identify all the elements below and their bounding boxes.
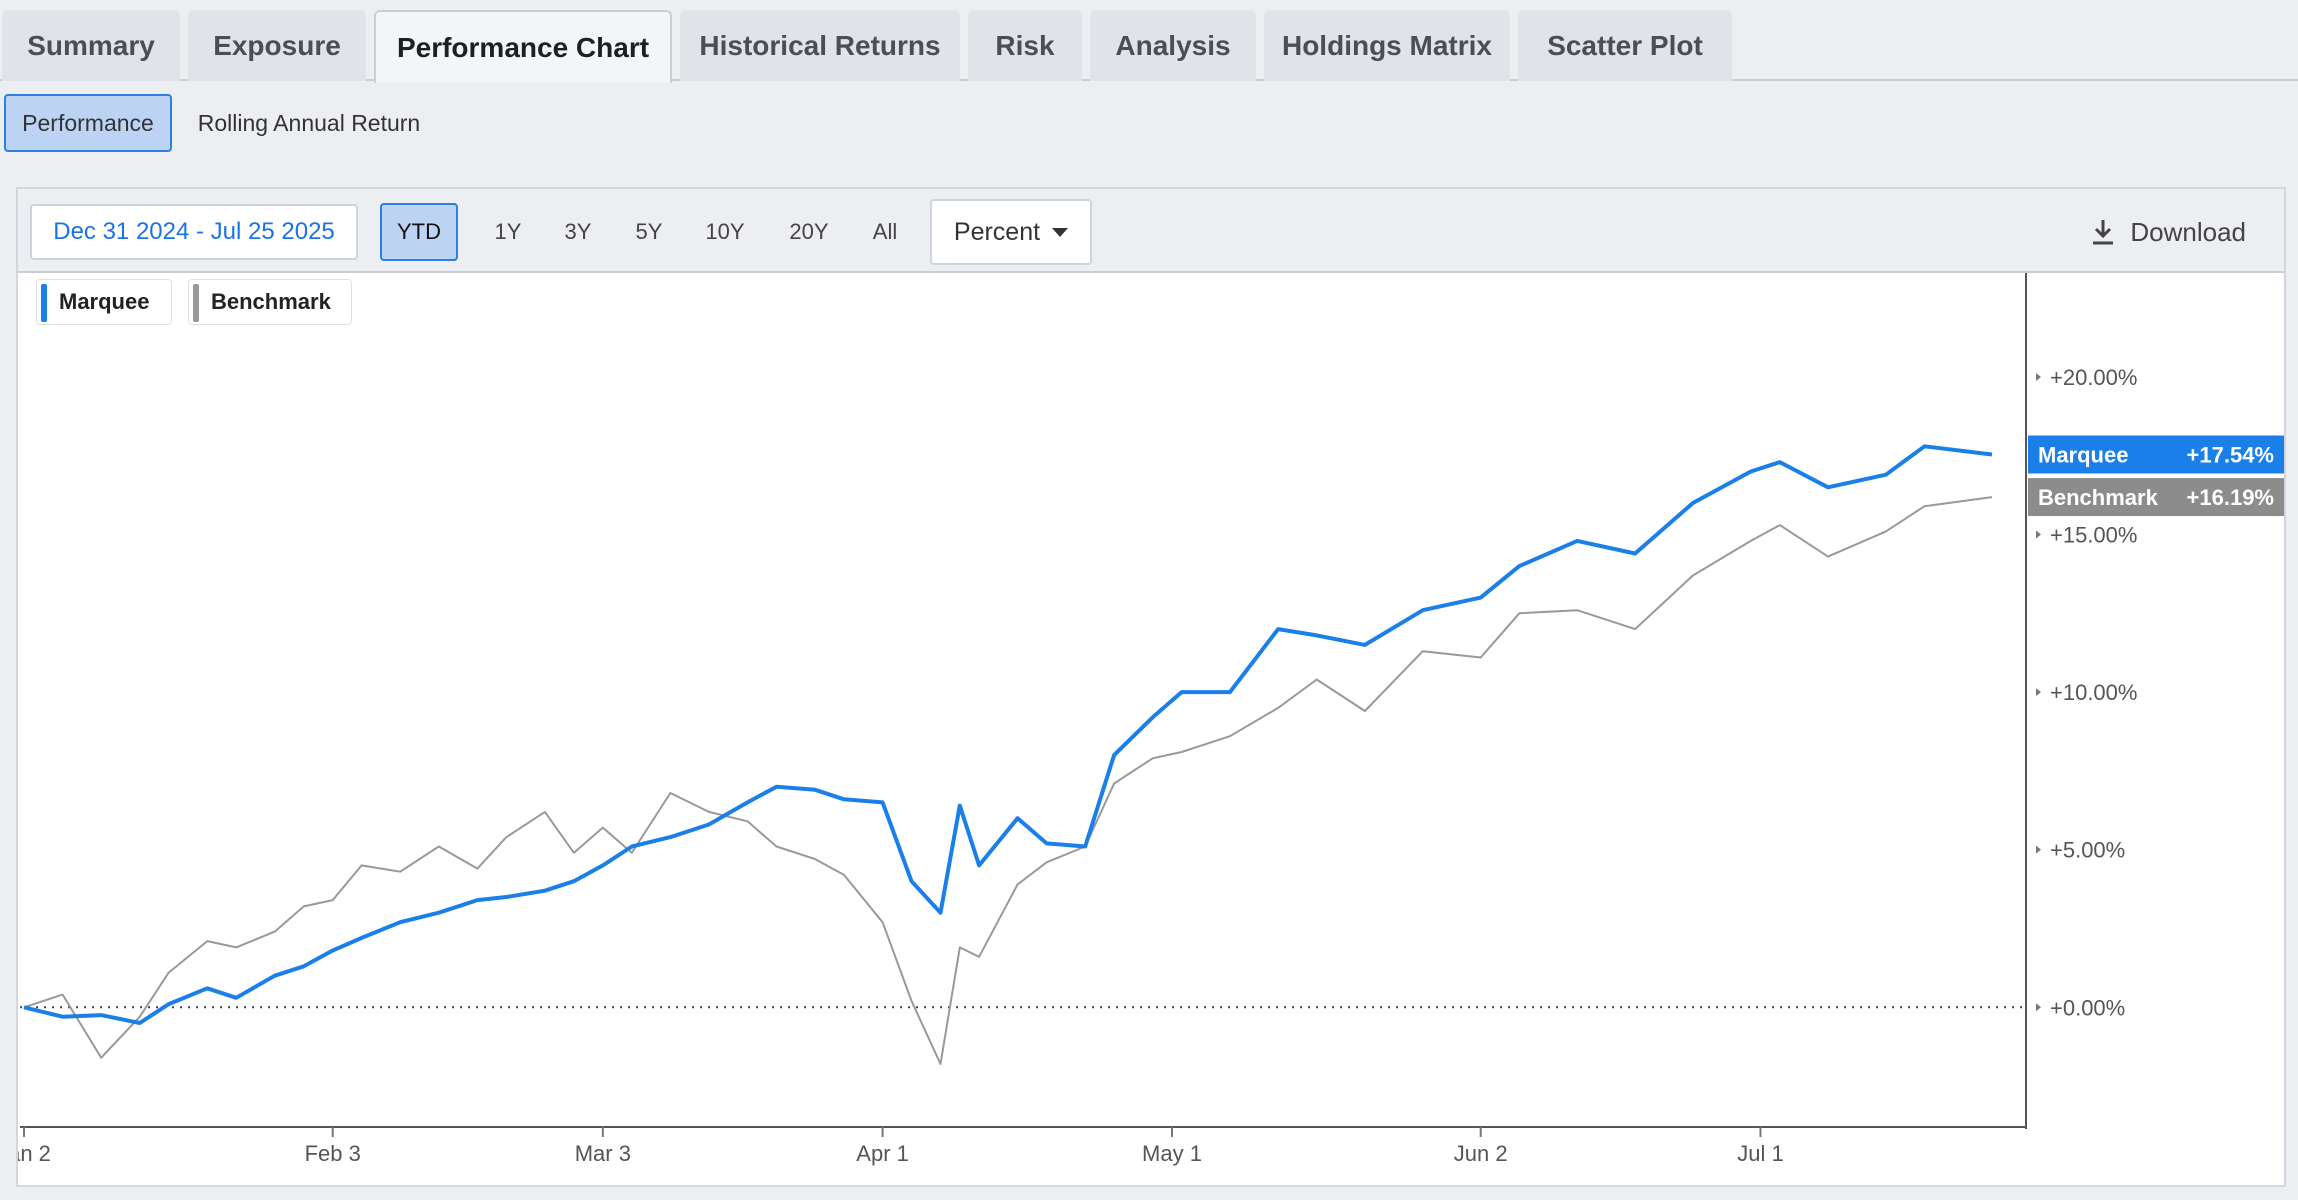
end-tag-value: +17.54% bbox=[2187, 443, 2274, 468]
performance-chart: +0.00% +5.00% +10.00% +15.00% +20.00% Jan 2 F… bbox=[18, 273, 2284, 1166]
subtab-performance[interactable]: Performance bbox=[4, 94, 172, 152]
y-tick-label: +10.00% bbox=[2050, 680, 2137, 705]
download-button[interactable]: Download bbox=[2090, 203, 2246, 261]
x-tick-label: Jan 2 bbox=[18, 1141, 51, 1166]
legend-marquee-label: Marquee bbox=[59, 289, 150, 314]
period-10y-button[interactable]: 10Y bbox=[705, 219, 745, 244]
legend-marquee-swatch bbox=[41, 284, 47, 322]
chart-panel: Dec 31 2024 - Jul 25 2025 YTD 1Y 3Y 5Y 1… bbox=[16, 187, 2286, 1187]
tab-summary[interactable]: Summary bbox=[2, 10, 180, 81]
period-20y-button[interactable]: 20Y bbox=[789, 219, 829, 244]
date-range-picker[interactable]: Dec 31 2024 - Jul 25 2025 bbox=[30, 204, 358, 260]
legend-benchmark[interactable]: Benchmark bbox=[188, 279, 352, 325]
tab-exposure[interactable]: Exposure bbox=[188, 10, 366, 81]
y-tick-mark bbox=[2036, 845, 2041, 854]
x-tick-label: Jun 2 bbox=[1454, 1141, 1508, 1166]
y-tick-label: +20.00% bbox=[2050, 365, 2137, 390]
end-tag-name: Benchmark bbox=[2038, 485, 2159, 510]
period-3y-button[interactable]: 3Y bbox=[564, 219, 592, 244]
period-1y-button[interactable]: 1Y bbox=[494, 219, 522, 244]
tab-historical-returns[interactable]: Historical Returns bbox=[680, 10, 960, 81]
end-tag-name: Marquee bbox=[2038, 443, 2128, 468]
sub-tab-bar: Performance Rolling Annual Return bbox=[0, 83, 2298, 166]
end-tag-bg bbox=[2028, 478, 2284, 517]
end-tag-marquee: Marquee +17.54% bbox=[2028, 435, 2284, 474]
chart-toolbar: Dec 31 2024 - Jul 25 2025 YTD 1Y 3Y 5Y 1… bbox=[18, 189, 2284, 273]
x-tick-label: Mar 3 bbox=[575, 1141, 631, 1166]
unit-select[interactable]: Percent bbox=[930, 199, 1092, 265]
series-line-marquee bbox=[23, 444, 1993, 1025]
subtab-rolling-annual-return[interactable]: Rolling Annual Return bbox=[197, 109, 421, 136]
y-tick-label: +5.00% bbox=[2050, 838, 2125, 863]
tab-scatter-plot[interactable]: Scatter Plot bbox=[1518, 10, 1732, 81]
tab-analysis[interactable]: Analysis bbox=[1090, 10, 1256, 81]
period-5y-button[interactable]: 5Y bbox=[635, 219, 663, 244]
series-line-benchmark bbox=[23, 496, 1993, 1065]
y-tick-mark bbox=[2036, 372, 2041, 381]
main-tab-bar: Summary Exposure Performance Chart Histo… bbox=[0, 0, 2298, 83]
period-all-button[interactable]: All bbox=[872, 219, 898, 244]
x-tick-label: Apr 1 bbox=[856, 1141, 909, 1166]
x-tick-label: Jul 1 bbox=[1737, 1141, 1783, 1166]
end-tag-bg bbox=[2028, 435, 2284, 474]
x-tick-label: Feb 3 bbox=[305, 1141, 361, 1166]
y-tick-label: +0.00% bbox=[2050, 995, 2125, 1020]
download-icon bbox=[2093, 220, 2114, 245]
y-tick-mark bbox=[2036, 688, 2041, 697]
y-tick-label: +15.00% bbox=[2050, 523, 2137, 548]
end-tag-benchmark: Benchmark +16.19% bbox=[2028, 478, 2284, 517]
end-tag-value: +16.19% bbox=[2187, 485, 2274, 510]
tab-holdings-matrix[interactable]: Holdings Matrix bbox=[1264, 10, 1510, 81]
tab-performance-chart[interactable]: Performance Chart bbox=[374, 10, 672, 83]
tab-risk[interactable]: Risk bbox=[968, 10, 1082, 81]
x-tick-label: May 1 bbox=[1142, 1141, 1202, 1166]
legend-benchmark-swatch bbox=[193, 284, 199, 322]
y-tick-mark bbox=[2036, 1003, 2041, 1012]
unit-select-value: Percent bbox=[953, 217, 1041, 246]
y-tick-mark bbox=[2036, 530, 2041, 539]
chevron-down-icon bbox=[1052, 227, 1069, 237]
download-label: Download bbox=[2130, 216, 2246, 247]
legend-marquee[interactable]: Marquee bbox=[36, 279, 172, 325]
period-ytd-button[interactable]: YTD bbox=[380, 203, 458, 261]
legend-benchmark-label: Benchmark bbox=[211, 289, 331, 314]
